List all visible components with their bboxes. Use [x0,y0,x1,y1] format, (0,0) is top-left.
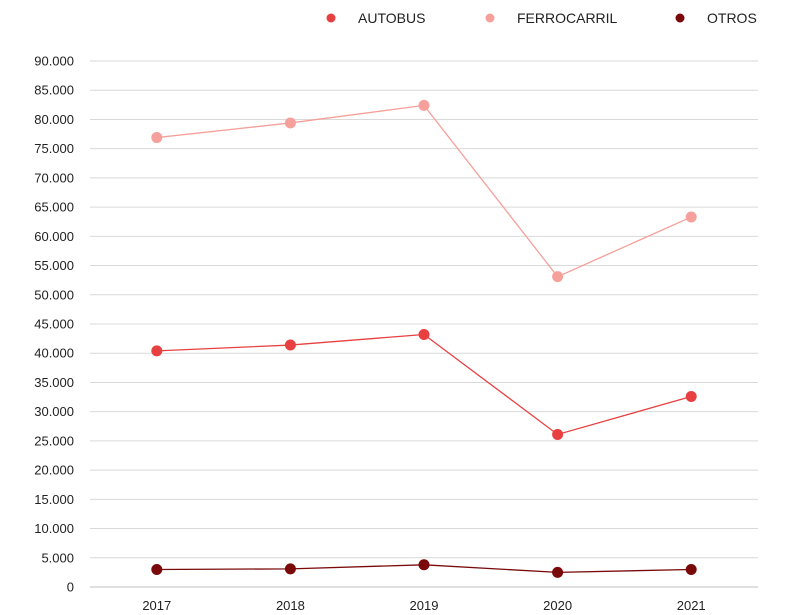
y-tick-label: 25.000 [34,433,74,448]
data-point [552,566,564,578]
data-point [151,345,163,357]
data-point [284,117,296,129]
x-tick-label: 2017 [142,598,171,613]
series-line [156,104,692,278]
y-tick-label: 60.000 [34,229,74,244]
gridlines [90,60,758,588]
data-point [151,132,163,144]
data-point [685,563,697,575]
series-ferrocarril [151,99,697,283]
x-tick-label: 2021 [677,598,706,613]
data-point [418,99,430,111]
y-tick-label: 75.000 [34,141,74,156]
x-tick-label: 2020 [543,598,572,613]
data-point [284,339,296,351]
legend-marker [675,13,685,23]
series-line [156,333,692,436]
data-point [284,563,296,575]
series-otros [151,559,697,578]
y-tick-label: 50.000 [34,287,74,302]
legend-marker [485,13,495,23]
y-tick-label: 10.000 [34,521,74,536]
y-tick-label: 55.000 [34,258,74,273]
legend-item: FERROCARRIL [485,10,618,26]
y-tick-label: 90.000 [34,54,74,69]
data-point [151,563,163,575]
data-point [685,390,697,402]
legend-label: AUTOBUS [358,10,425,26]
y-axis-tick-labels: 0 5.000 10.000 15.000 20.000 25.000 30.000 35.0… [34,54,74,595]
data-point [418,559,430,571]
x-tick-label: 2019 [410,598,439,613]
y-tick-label: 70.000 [34,170,74,185]
y-tick-label: 80.000 [34,112,74,127]
legend-item: OTROS [675,10,757,26]
x-axis-tick-labels: 2017 2018 2019 2020 2021 [142,598,705,613]
data-point [418,329,430,341]
legend-item: AUTOBUS [326,10,425,26]
series-layer [151,99,697,578]
y-tick-label: 15.000 [34,492,74,507]
data-point [552,428,564,440]
y-tick-label: 0 [67,580,74,595]
legend: AUTOBUS FERROCARRIL OTROS [326,10,757,26]
y-tick-label: 45.000 [34,317,74,332]
y-tick-label: 65.000 [34,200,74,215]
y-tick-label: 35.000 [34,375,74,390]
data-point [552,271,564,283]
series-autobus [151,329,697,440]
legend-marker [326,13,336,23]
y-tick-label: 20.000 [34,463,74,478]
y-tick-label: 85.000 [34,83,74,98]
legend-label: FERROCARRIL [517,10,618,26]
y-tick-label: 40.000 [34,346,74,361]
legend-label: OTROS [707,10,757,26]
y-tick-label: 30.000 [34,404,74,419]
x-tick-label: 2018 [276,598,305,613]
data-point [685,211,697,223]
y-tick-label: 5.000 [41,550,74,565]
